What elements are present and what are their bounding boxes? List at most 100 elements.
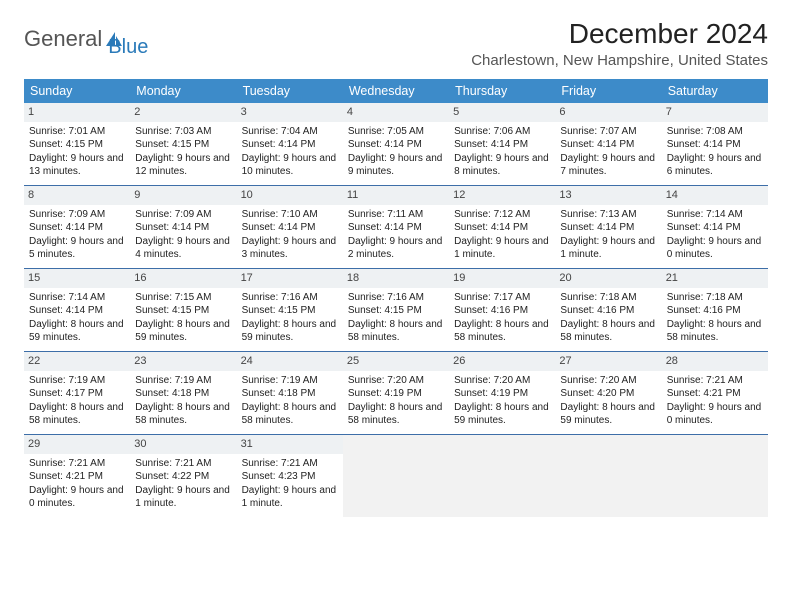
daylight-text: Daylight: 8 hours and 59 minutes. (560, 401, 656, 428)
calendar: SundayMondayTuesdayWednesdayThursdayFrid… (24, 79, 768, 517)
page-header: General Blue December 2024 Charlestown, … (24, 18, 768, 69)
daylight-text: Daylight: 8 hours and 58 minutes. (667, 318, 763, 345)
sunset-text: Sunset: 4:14 PM (242, 138, 338, 152)
day-number: 5 (449, 103, 555, 122)
sunset-text: Sunset: 4:22 PM (135, 470, 231, 484)
calendar-cell: 25Sunrise: 7:20 AMSunset: 4:19 PMDayligh… (343, 352, 449, 434)
daylight-text: Daylight: 9 hours and 1 minute. (135, 484, 231, 511)
sunrise-text: Sunrise: 7:18 AM (667, 291, 763, 305)
daylight-text: Daylight: 9 hours and 10 minutes. (242, 152, 338, 179)
sunset-text: Sunset: 4:15 PM (348, 304, 444, 318)
daylight-text: Daylight: 9 hours and 13 minutes. (29, 152, 125, 179)
day-number: 21 (662, 269, 768, 288)
day-number: 20 (555, 269, 661, 288)
sunrise-text: Sunrise: 7:05 AM (348, 125, 444, 139)
day-number: 4 (343, 103, 449, 122)
day-number: 7 (662, 103, 768, 122)
day-number: 30 (130, 435, 236, 454)
sunrise-text: Sunrise: 7:14 AM (29, 291, 125, 305)
sunrise-text: Sunrise: 7:19 AM (29, 374, 125, 388)
day-number: 15 (24, 269, 130, 288)
logo-text-2: Blue (108, 36, 148, 59)
day-number: 27 (555, 352, 661, 371)
sunset-text: Sunset: 4:14 PM (29, 304, 125, 318)
calendar-cell: 7Sunrise: 7:08 AMSunset: 4:14 PMDaylight… (662, 103, 768, 185)
calendar-cell (662, 435, 768, 517)
daylight-text: Daylight: 8 hours and 59 minutes. (29, 318, 125, 345)
sunrise-text: Sunrise: 7:09 AM (29, 208, 125, 222)
sunset-text: Sunset: 4:14 PM (135, 221, 231, 235)
day-number: 14 (662, 186, 768, 205)
sunset-text: Sunset: 4:19 PM (348, 387, 444, 401)
sunset-text: Sunset: 4:18 PM (242, 387, 338, 401)
calendar-cell: 18 Sunrise: 7:16 AMSunset: 4:15 PMDayligh… (343, 269, 449, 351)
sunrise-text: Sunrise: 7:13 AM (560, 208, 656, 222)
daylight-text: Daylight: 9 hours and 5 minutes. (29, 235, 125, 262)
daylight-text: Daylight: 8 hours and 59 minutes. (242, 318, 338, 345)
calendar-week: 22Sunrise: 7:19 AMSunset: 4:17 PMDayligh… (24, 352, 768, 435)
calendar-cell: 23Sunrise: 7:19 AMSunset: 4:18 PMDayligh… (130, 352, 236, 434)
calendar-cell: 21Sunrise: 7:18 AMSunset: 4:16 PMDayligh… (662, 269, 768, 351)
calendar-cell: 24Sunrise: 7:19 AMSunset: 4:18 PMDayligh… (237, 352, 343, 434)
daylight-text: Daylight: 9 hours and 2 minutes. (348, 235, 444, 262)
daylight-text: Daylight: 9 hours and 0 minutes. (667, 401, 763, 428)
daylight-text: Daylight: 9 hours and 1 minute. (454, 235, 550, 262)
sunset-text: Sunset: 4:14 PM (242, 221, 338, 235)
daylight-text: Daylight: 9 hours and 12 minutes. (135, 152, 231, 179)
sunrise-text: Sunrise: 7:16 AM (348, 291, 444, 305)
daylight-text: Daylight: 9 hours and 3 minutes. (242, 235, 338, 262)
calendar-cell: 20 Sunrise: 7:18 AMSunset: 4:16 PMDayligh… (555, 269, 661, 351)
day-number: 9 (130, 186, 236, 205)
daylight-text: Daylight: 8 hours and 58 minutes. (348, 318, 444, 345)
day-number: 19 (449, 269, 555, 288)
sunrise-text: Sunrise: 7:08 AM (667, 125, 763, 139)
daylight-text: Daylight: 9 hours and 0 minutes. (29, 484, 125, 511)
day-number: 10 (237, 186, 343, 205)
sunset-text: Sunset: 4:14 PM (454, 138, 550, 152)
sunset-text: Sunset: 4:18 PM (135, 387, 231, 401)
day-number: 2 (130, 103, 236, 122)
calendar-cell: 13Sunrise: 7:13 AMSunset: 4:14 PMDayligh… (555, 186, 661, 268)
daylight-text: Daylight: 9 hours and 4 minutes. (135, 235, 231, 262)
day-header: Sunday (24, 79, 130, 103)
day-number: 18 (343, 269, 449, 288)
day-number: 8 (24, 186, 130, 205)
calendar-week: 15Sunrise: 7:14 AMSunset: 4:14 PMDayligh… (24, 269, 768, 352)
sunrise-text: Sunrise: 7:16 AM (242, 291, 338, 305)
calendar-cell: 2Sunrise: 7:03 AMSunset: 4:15 PMDaylight… (130, 103, 236, 185)
daylight-text: Daylight: 9 hours and 1 minute. (560, 235, 656, 262)
day-header: Tuesday (237, 79, 343, 103)
calendar-cell: 22Sunrise: 7:19 AMSunset: 4:17 PMDayligh… (24, 352, 130, 434)
sunrise-text: Sunrise: 7:01 AM (29, 125, 125, 139)
calendar-cell (449, 435, 555, 517)
calendar-cell: 28Sunrise: 7:21 AMSunset: 4:21 PMDayligh… (662, 352, 768, 434)
day-number: 24 (237, 352, 343, 371)
sunset-text: Sunset: 4:16 PM (454, 304, 550, 318)
sunset-text: Sunset: 4:20 PM (560, 387, 656, 401)
sunrise-text: Sunrise: 7:11 AM (348, 208, 444, 222)
sunrise-text: Sunrise: 7:12 AM (454, 208, 550, 222)
sunset-text: Sunset: 4:14 PM (29, 221, 125, 235)
daylight-text: Daylight: 8 hours and 58 minutes. (560, 318, 656, 345)
calendar-cell: 8 Sunrise: 7:09 AMSunset: 4:14 PMDaylight… (24, 186, 130, 268)
logo: General Blue (24, 18, 148, 59)
day-number: 3 (237, 103, 343, 122)
daylight-text: Daylight: 9 hours and 6 minutes. (667, 152, 763, 179)
sunset-text: Sunset: 4:16 PM (560, 304, 656, 318)
sunrise-text: Sunrise: 7:20 AM (454, 374, 550, 388)
sunrise-text: Sunrise: 7:18 AM (560, 291, 656, 305)
day-header: Wednesday (343, 79, 449, 103)
sunset-text: Sunset: 4:14 PM (454, 221, 550, 235)
sunset-text: Sunset: 4:15 PM (242, 304, 338, 318)
day-header: Thursday (449, 79, 555, 103)
day-number: 28 (662, 352, 768, 371)
sunset-text: Sunset: 4:14 PM (560, 221, 656, 235)
daylight-text: Daylight: 9 hours and 8 minutes. (454, 152, 550, 179)
calendar-cell: 5Sunrise: 7:06 AMSunset: 4:14 PMDaylight… (449, 103, 555, 185)
sunrise-text: Sunrise: 7:19 AM (135, 374, 231, 388)
sunrise-text: Sunrise: 7:14 AM (667, 208, 763, 222)
daylight-text: Daylight: 8 hours and 58 minutes. (135, 401, 231, 428)
calendar-cell: 15 Sunrise: 7:14 AMSunset: 4:14 PMDayligh… (24, 269, 130, 351)
day-number: 26 (449, 352, 555, 371)
calendar-cell: 17Sunrise: 7:16 AMSunset: 4:15 PMDayligh… (237, 269, 343, 351)
